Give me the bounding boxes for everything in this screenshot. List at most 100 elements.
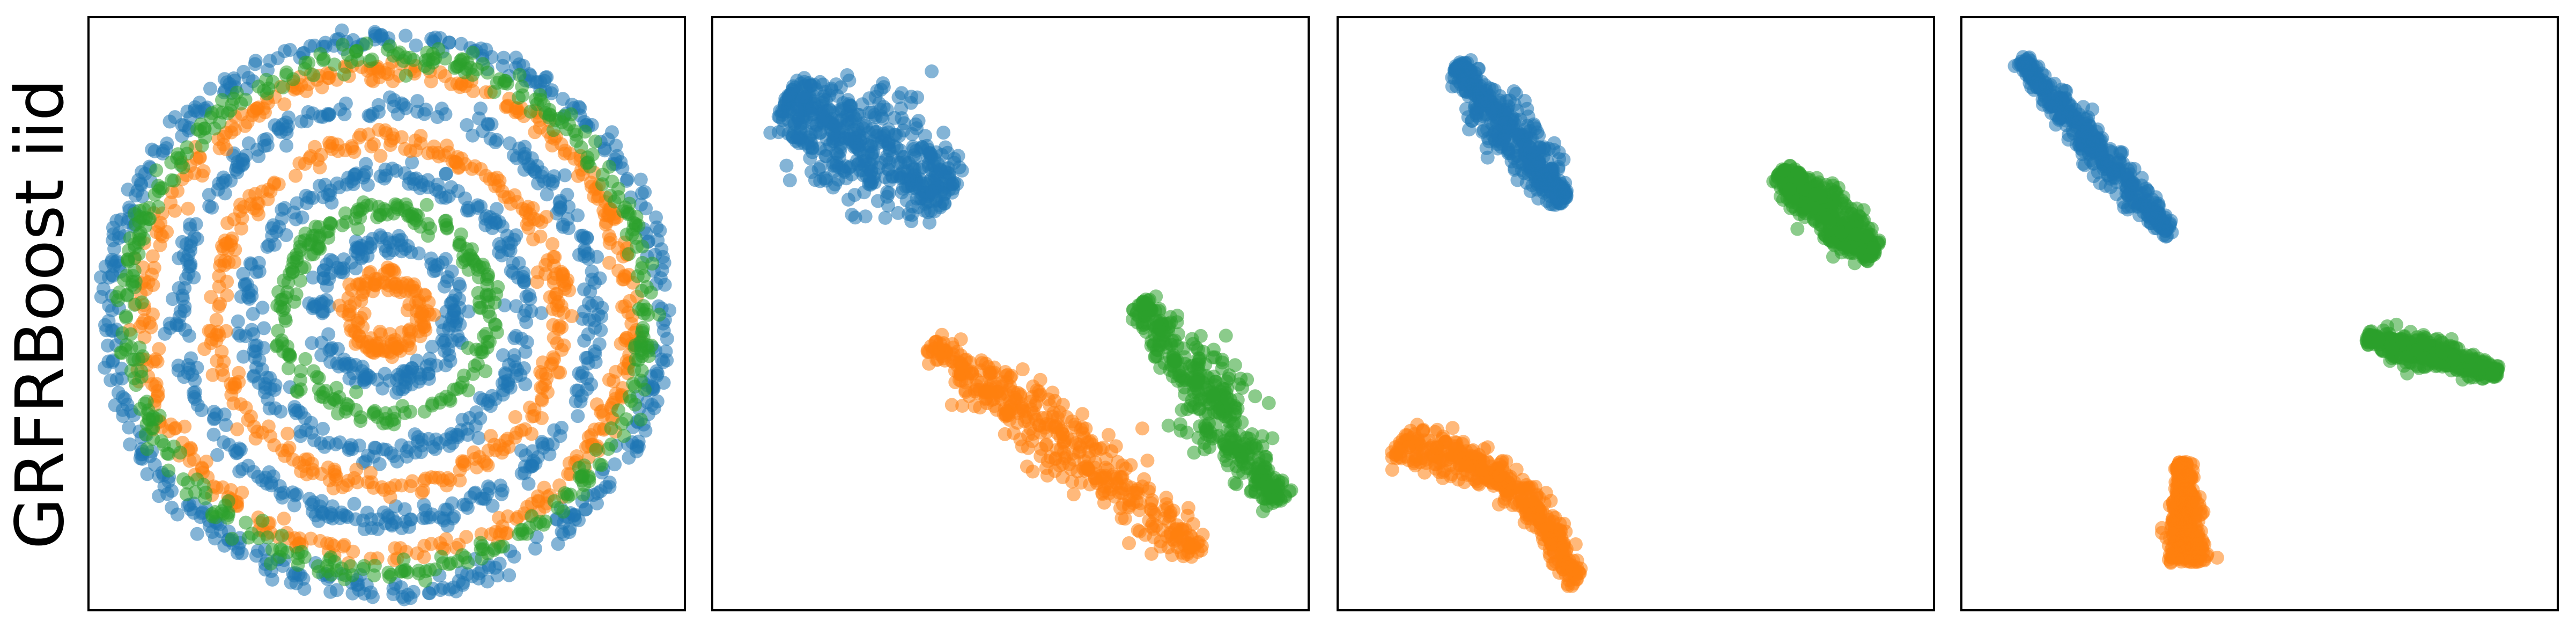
blue-point — [1473, 81, 1487, 96]
blue-point — [231, 314, 245, 328]
orange-point — [560, 273, 575, 287]
blue-point — [331, 359, 346, 374]
green-point — [465, 242, 479, 257]
blue-point — [262, 401, 277, 415]
blue-point — [186, 385, 201, 400]
orange-point — [289, 169, 303, 183]
blue-point — [631, 439, 646, 454]
blue-point — [391, 368, 405, 382]
blue-point — [409, 353, 424, 368]
orange-point — [981, 360, 995, 374]
green-point — [359, 36, 373, 51]
green-point — [345, 568, 359, 582]
orange-point — [395, 276, 409, 291]
blue-point — [592, 337, 607, 352]
blue-point — [279, 115, 293, 130]
blue-point — [785, 128, 800, 143]
blue-point — [469, 405, 483, 420]
orange-point — [1416, 446, 1430, 460]
blue-point — [794, 76, 808, 91]
blue-point — [376, 442, 390, 457]
orange-point — [603, 232, 618, 246]
green-point — [261, 530, 275, 545]
blue-point — [1528, 158, 1542, 172]
blue-point — [417, 498, 431, 512]
green-point — [119, 309, 133, 324]
blue-point — [422, 586, 436, 600]
orange-point — [531, 213, 545, 228]
green-point — [376, 416, 390, 430]
blue-point — [485, 389, 499, 403]
blue-point — [190, 527, 204, 541]
green-point — [393, 45, 407, 60]
green-point — [629, 231, 643, 245]
orange-point — [343, 299, 357, 313]
blue-point — [274, 404, 288, 419]
blue-point — [865, 134, 880, 149]
blue-point — [573, 395, 588, 409]
orange-point — [379, 126, 393, 141]
orange-point — [944, 398, 959, 412]
green-point — [341, 48, 355, 62]
blue-point — [581, 327, 595, 341]
green-point — [487, 85, 501, 99]
blue-point — [1497, 106, 1512, 121]
blue-point — [594, 323, 608, 338]
orange-point — [1529, 491, 1544, 506]
orange-point — [451, 160, 466, 175]
green-point — [115, 326, 130, 340]
blue-point — [581, 252, 596, 266]
blue-point — [249, 549, 263, 563]
blue-point — [509, 369, 523, 383]
orange-point — [152, 342, 166, 356]
orange-point — [277, 512, 291, 526]
orange-point — [1119, 478, 1133, 492]
blue-point — [521, 477, 536, 491]
green-point — [127, 353, 142, 367]
blue-point — [947, 152, 962, 166]
orange-point — [453, 473, 467, 488]
orange-point — [510, 426, 524, 440]
blue-point — [333, 435, 347, 450]
green-point — [294, 545, 309, 559]
orange-point — [1161, 501, 1175, 515]
green-point — [173, 446, 188, 460]
orange-point — [337, 538, 352, 552]
green-point — [542, 110, 556, 125]
blue-point — [779, 158, 794, 173]
orange-point — [1555, 546, 1569, 561]
green-point — [588, 134, 602, 149]
blue-point — [917, 203, 932, 218]
orange-point — [525, 427, 539, 441]
orange-point — [541, 385, 555, 399]
blue-point — [1458, 83, 1473, 97]
blue-point — [813, 126, 827, 140]
orange-point — [178, 419, 192, 434]
green-point — [1140, 296, 1154, 311]
orange-point — [958, 385, 973, 399]
orange-point — [1001, 408, 1016, 422]
orange-point — [1004, 369, 1018, 383]
blue-point — [194, 403, 209, 418]
orange-point — [1138, 528, 1153, 542]
green-point — [313, 242, 327, 256]
green-point — [452, 235, 467, 250]
blue-point — [443, 354, 457, 368]
orange-point — [1087, 466, 1101, 481]
blue-point — [238, 278, 252, 293]
green-point — [313, 229, 327, 243]
blue-point — [242, 291, 256, 306]
blue-point — [1527, 119, 1541, 133]
green-point — [220, 510, 235, 525]
blue-point — [638, 185, 652, 199]
orange-point — [1029, 395, 1044, 410]
orange-point — [217, 355, 231, 369]
blue-point — [878, 210, 892, 225]
green-point — [617, 429, 631, 443]
green-point — [1248, 389, 1263, 404]
blue-point — [189, 217, 203, 231]
blue-point — [483, 481, 497, 495]
blue-point — [439, 252, 453, 266]
orange-point — [1096, 440, 1110, 455]
blue-point — [509, 228, 523, 243]
